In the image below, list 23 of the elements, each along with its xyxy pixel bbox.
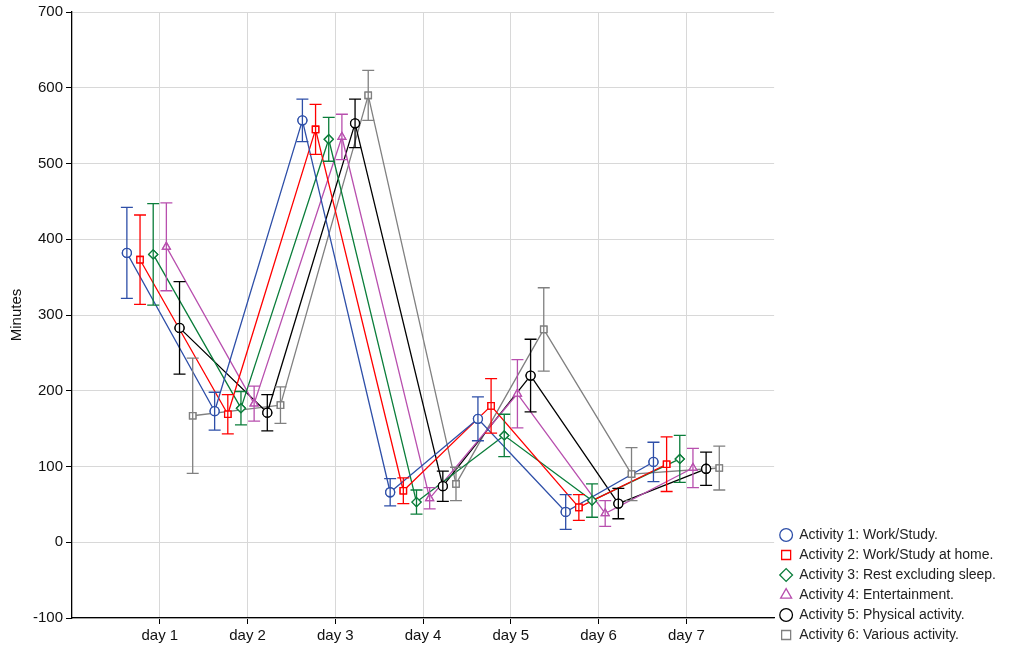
- y-tick-label: 400: [37, 229, 64, 247]
- y-tick-label: 700: [37, 2, 64, 20]
- x-tick-label: day 4: [404, 626, 442, 644]
- y-tick-label: 600: [37, 77, 64, 95]
- x-tick-label: day 1: [141, 626, 179, 644]
- x-tick-label: day 6: [580, 626, 617, 644]
- y-tick-label: 500: [37, 153, 64, 171]
- y-tick-label: 300: [37, 305, 64, 323]
- x-tick-label: day 7: [668, 626, 705, 644]
- x-tick-label: day 5: [492, 626, 530, 644]
- legend-label: Activity 1: Work/Study.: [799, 525, 938, 542]
- y-tick-label: 200: [37, 380, 64, 398]
- y-tick-label: -100: [32, 608, 64, 626]
- y-tick-label: 0: [54, 532, 64, 550]
- legend-label: Activity 2: Work/Study at home.: [799, 545, 994, 562]
- legend-label: Activity 6: Various activity.: [799, 625, 959, 642]
- y-tick-label: 100: [37, 456, 64, 474]
- x-tick-label: day 3: [316, 626, 354, 644]
- legend-label: Activity 4: Entertainment.: [799, 585, 954, 602]
- y-axis-title: Minutes: [7, 288, 25, 342]
- legend-label: Activity 3: Rest excluding sleep.: [799, 565, 997, 582]
- x-tick-label: day 2: [229, 626, 266, 644]
- legend-label: Activity 5: Physical activity.: [799, 605, 965, 622]
